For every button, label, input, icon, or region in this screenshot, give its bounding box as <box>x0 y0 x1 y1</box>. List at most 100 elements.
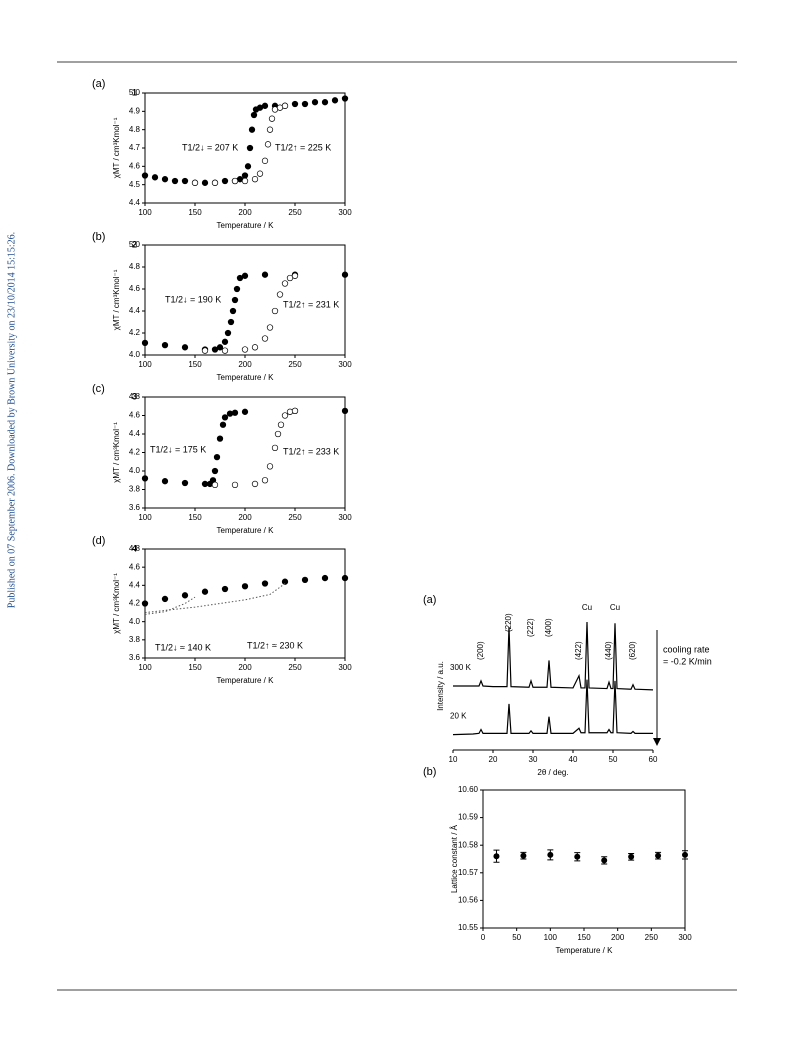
y-axis-label: Intensity / a.u. <box>436 661 445 711</box>
open-point <box>211 481 219 489</box>
x-tick-label: 200 <box>238 513 252 522</box>
y-tick-label: 4.0 <box>129 466 141 475</box>
compound-number: 2 <box>132 239 137 249</box>
x-tick-label: 50 <box>512 933 521 942</box>
filled-point <box>181 479 189 487</box>
open-point <box>266 324 274 331</box>
y-tick-label: 3.8 <box>129 485 141 494</box>
peak-label: (220) <box>504 613 513 632</box>
x-tick-label: 20 <box>489 755 498 764</box>
transition-annotation: T1/2↑ = 233 K <box>283 446 339 456</box>
open-point <box>231 481 239 489</box>
filled-point <box>241 583 249 590</box>
x-tick-label: 150 <box>188 513 202 522</box>
y-tick-label: 4.2 <box>129 448 141 457</box>
transition-annotation: T1/2↑ = 231 K <box>283 299 339 309</box>
filled-point <box>261 102 269 109</box>
filled-point <box>301 100 309 108</box>
filled-point <box>231 296 239 304</box>
y-tick-label: 10.55 <box>458 923 479 932</box>
sidebar-text: Published on 07 September 2006. Download… <box>6 232 17 608</box>
open-point <box>251 480 259 488</box>
y-tick-label: 4.6 <box>129 161 141 170</box>
filled-point <box>224 329 232 337</box>
y-axis-label: Lattice constant / Å <box>450 824 459 893</box>
filled-point <box>221 177 229 185</box>
y-axis-label: χMT / cm³Kmol⁻¹ <box>112 422 121 483</box>
series-label: 20 K <box>450 712 467 721</box>
x-tick-label: 250 <box>288 360 302 369</box>
y-tick-label: 4.9 <box>129 106 141 115</box>
filled-point <box>141 600 149 607</box>
open-point <box>261 157 269 164</box>
compound-number: 4 <box>132 543 137 553</box>
filled-point <box>216 344 224 351</box>
panel-label: (a) <box>92 78 105 90</box>
y-axis-label: χMT / cm³Kmol⁻¹ <box>112 269 121 330</box>
data-point <box>628 853 635 860</box>
filled-point <box>233 285 241 293</box>
filled-point <box>201 179 209 186</box>
y-tick-label: 3.6 <box>129 503 141 512</box>
x-tick-label: 100 <box>138 513 152 522</box>
open-point <box>281 412 289 419</box>
filled-point <box>141 339 149 347</box>
y-tick-label: 4.4 <box>129 198 141 207</box>
x-axis-label: 2θ / deg. <box>537 768 568 777</box>
filled-point <box>244 163 252 170</box>
x-tick-label: 300 <box>338 208 352 217</box>
open-point <box>241 346 249 353</box>
y-tick-label: 4.6 <box>129 562 141 571</box>
filled-point <box>151 174 159 181</box>
transition-annotation: T1/2↓ = 175 K <box>150 444 206 454</box>
data-point <box>493 853 500 860</box>
x-tick-label: 150 <box>577 933 591 942</box>
open-point <box>271 444 279 452</box>
peak-label: (200) <box>476 641 485 660</box>
peak-label: (440) <box>604 641 613 660</box>
open-point <box>261 335 269 342</box>
filled-point <box>321 99 329 106</box>
filled-point <box>141 475 149 482</box>
y-tick-label: 4.6 <box>129 411 141 420</box>
x-tick-label: 60 <box>649 755 658 764</box>
transition-annotation: T1/2↑ ≈ 230 K <box>247 640 303 650</box>
filled-point <box>321 574 329 582</box>
x-tick-label: 250 <box>288 208 302 217</box>
series-label: 300 K <box>450 663 472 672</box>
x-tick-label: 150 <box>188 663 202 672</box>
open-point <box>256 170 264 177</box>
filled-point <box>261 271 269 278</box>
open-point <box>201 347 209 354</box>
open-point <box>221 347 229 354</box>
y-tick-label: 4.4 <box>129 580 141 589</box>
peak-label: (400) <box>544 618 553 637</box>
x-tick-label: 30 <box>529 755 538 764</box>
filled-point <box>161 595 169 603</box>
filled-point <box>171 177 179 185</box>
x-tick-label: 300 <box>338 663 352 672</box>
panel-label: (b) <box>423 766 436 778</box>
filled-point <box>241 172 249 179</box>
y-tick-label: 3.6 <box>129 653 141 662</box>
x-axis-label: Temperature / K <box>217 676 275 685</box>
x-axis-label: Temperature / K <box>556 946 614 955</box>
panel-label: (b) <box>92 231 105 243</box>
y-tick-label: 5.0 <box>129 240 141 249</box>
x-tick-label: 300 <box>678 933 692 942</box>
transition-annotation: T1/2↓ = 207 K <box>182 142 238 152</box>
open-point <box>261 477 269 484</box>
filled-point <box>246 144 254 152</box>
open-point <box>276 291 284 298</box>
y-tick-label: 10.57 <box>458 868 479 877</box>
filled-point <box>161 341 169 349</box>
filled-point <box>213 453 221 461</box>
y-tick-label: 4.8 <box>129 544 141 553</box>
open-point <box>281 280 289 287</box>
filled-point <box>216 435 224 442</box>
transition-annotation: T1/2↓ = 190 K <box>165 294 221 304</box>
data-point <box>520 852 527 859</box>
x-tick-label: 100 <box>138 663 152 672</box>
open-point <box>211 179 219 186</box>
